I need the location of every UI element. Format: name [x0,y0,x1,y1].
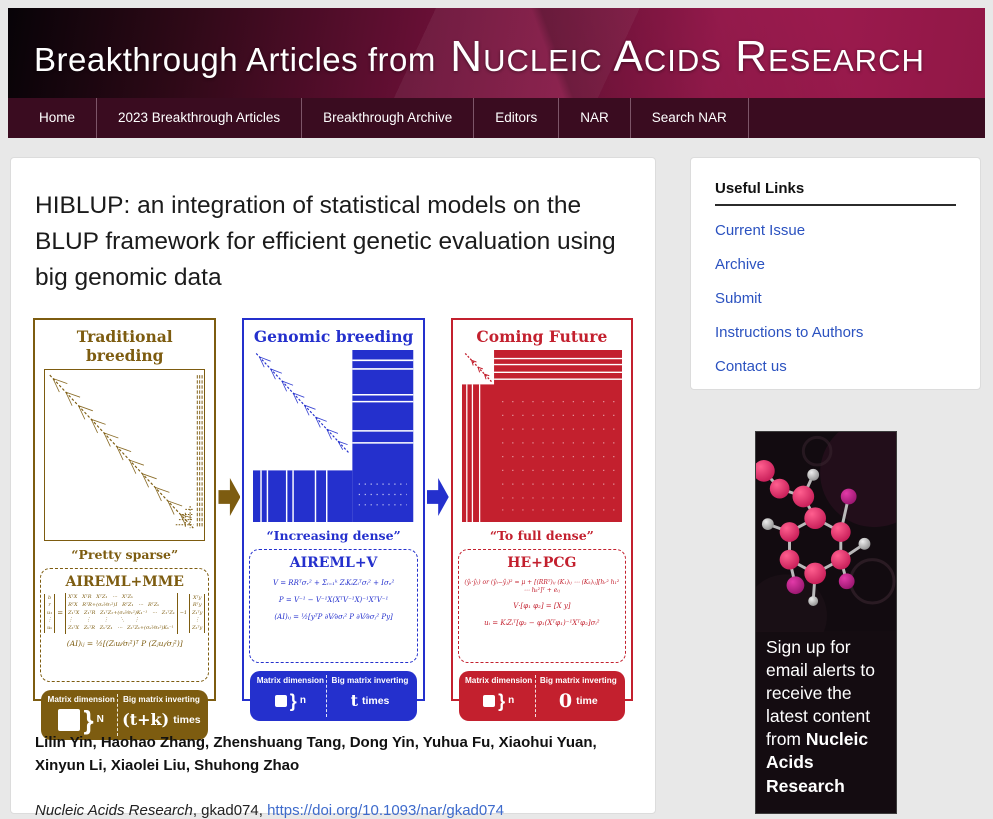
equation: (AI)ᵢⱼ = ½[yᵀP ∂V⁄∂σᵢ² P ∂V⁄∂σⱼ² Py] [274,612,393,621]
panel-title: Traditional breeding [76,327,173,365]
panel-summary-bar: Matrix dimension } N Big matrix invertin… [41,690,209,740]
ad-text-body: Sign up for email alerts to receive the … [766,637,875,750]
panel-genomic-breeding: Genomic breeding “Increasing dense” AIRE… [242,318,425,721]
panel-title: Coming Future [476,327,608,346]
useful-links-card: Useful Links Current Issue Archive Submi… [690,157,981,390]
panel-title: Genomic breeding [253,327,414,346]
nav-item-2023-breakthrough-articles[interactable]: 2023 Breakthrough Articles [97,98,303,138]
brace-glyph: } [498,690,506,711]
citation-line: Nucleic Acids Research, gkad074, https:/… [35,802,631,819]
nav-item-home[interactable]: Home [18,98,98,138]
panel-caption: “Increasing dense” [266,528,401,543]
right-arrow-icon [218,478,241,516]
sparse-matrix-visualization [44,369,206,541]
link-archive[interactable]: Archive [715,256,766,273]
dimension-value: N [96,714,104,725]
ai-equation: (AI)ᵢⱼ = ½[(Zᵢuᵢ⁄σᵢ²)ᵀ P (Zⱼuⱼ⁄σⱼ²)] [66,638,183,648]
equation: V·[φ₁ φ₂] = [X y] [513,602,571,610]
ad-journal-name: Nucleic Acids Research [766,729,869,796]
method-box: HE+PCG (ŷᵢ·ŷⱼ) or (ŷᵢ−ŷⱼ)² = μ + [(RRᵀ)ᵢ… [457,549,626,663]
dimension-square [58,708,81,731]
site-title-prefix: Breakthrough Articles from [34,41,436,78]
link-current-issue[interactable]: Current Issue [715,222,806,239]
brace-glyph: } [83,704,94,735]
link-submit[interactable]: Submit [715,290,762,307]
right-arrow-icon [426,478,449,516]
nav-item-editors[interactable]: Editors [474,98,560,138]
inverting-count: 0 [558,689,573,712]
graphical-abstract-figure: Traditional breeding “Pretty sparse” AIR… [33,318,633,740]
method-box: AIREML+V V = RRᵀσᵣ² + Σᵢ₌₁ᵏ ZᵢKᵢZᵢᵀσᵢ² +… [249,549,418,663]
equation: P = V⁻¹ − V⁻¹X(XᵀV⁻¹X)⁻¹XᵀV⁻¹ [278,595,389,604]
matrix-dimension-label: Matrix dimension [47,695,115,704]
inverting-unit: time [576,694,598,707]
method-title: AIREML+MME [65,574,184,590]
article-card: HIBLUP: an integration of statistical mo… [10,157,656,819]
ad-text: Sign up for email alerts to receive the … [756,632,896,798]
nav-item-breakthrough-archive[interactable]: Breakthrough Archive [302,98,475,138]
link-contact-us[interactable]: Contact us [715,358,787,375]
panel-coming-future: Coming Future “To full dense” HE+PCG (ŷᵢ… [450,318,633,721]
main-navigation: Home 2023 Breakthrough Articles Breakthr… [8,98,985,138]
panel-summary-bar: Matrix dimension } n Big matrix invertin… [458,671,625,721]
dimension-square [274,694,287,707]
panel-caption: “Pretty sparse” [71,547,179,562]
nav-item-nar[interactable]: NAR [559,98,631,138]
journal-name: Nucleic Acids Research [35,801,193,819]
method-box: AIREML+MME b r u₁ ⋮ uₖ = XᵀX XᵀR XᵀZ₁ ⋯ XᵀZₖ… [40,568,210,682]
author-list: Lilin Yin, Haohao Zhang, Zhenshuang Tang… [35,734,597,775]
molecule-image [756,432,896,632]
dimension-square [483,694,496,707]
panel-summary-bar: Matrix dimension } n Big matrix invertin… [250,671,417,721]
equation: (ŷᵢ·ŷⱼ) or (ŷᵢ−ŷⱼ)² = μ + [(RRᵀ)ᵢⱼ (K₁)ᵢ… [464,579,620,594]
article-title: HIBLUP: an integration of statistical mo… [35,192,616,291]
site-banner: Breakthrough Articles from Nucleic Acids… [8,8,985,98]
link-instructions-to-authors[interactable]: Instructions to Authors [715,324,864,341]
inverting-unit: times [361,694,390,707]
brace-glyph: } [289,690,297,711]
matrix-dimension-label: Matrix dimension [464,676,533,685]
nav-item-search-nar[interactable]: Search NAR [631,98,749,138]
email-alerts-ad-banner[interactable]: Sign up for email alerts to receive the … [755,431,897,814]
citation-middle: , gkad074, [192,801,268,819]
method-title: HE+PCG [507,555,577,571]
inverting-unit: times [173,713,201,726]
partially-dense-matrix-visualization [253,350,414,522]
doi-link[interactable]: https://doi.org/10.1093/nar/gkad074 [267,801,504,819]
dimension-value: n [508,695,515,706]
mme-equation: b r u₁ ⋮ uₖ = XᵀX XᵀR XᵀZ₁ ⋯ XᵀZₖ RᵀX RᵀR+(σ… [44,593,206,634]
big-matrix-inverting-label: Big matrix inverting [122,695,200,704]
panel-traditional-breeding: Traditional breeding “Pretty sparse” AIR… [33,318,217,740]
useful-links-heading: Useful Links [715,180,956,206]
method-title: AIREML+V [289,555,378,571]
site-title-journal: Nucleic Acids Research [450,32,925,81]
big-matrix-inverting-label: Big matrix inverting [331,676,409,685]
equation: V = RRᵀσᵣ² + Σᵢ₌₁ᵏ ZᵢKᵢZᵢᵀσᵢ² + Iσₑ² [272,579,395,587]
dimension-value: n [299,695,306,706]
big-matrix-inverting-label: Big matrix inverting [539,676,617,685]
inverting-count: t [350,691,358,710]
inverting-count: (t+k) [122,710,170,729]
full-dense-matrix-visualization [461,350,622,522]
site-title: Breakthrough Articles from Nucleic Acids… [34,32,925,82]
matrix-dimension-label: Matrix dimension [256,676,325,685]
equation: uᵢ = KᵢZᵢᵀ[φ₂ − φ₁(Xᵀφ₁)⁻¹Xᵀφ₂]σᵢ² [484,618,600,627]
panel-caption: “To full dense” [489,528,594,543]
